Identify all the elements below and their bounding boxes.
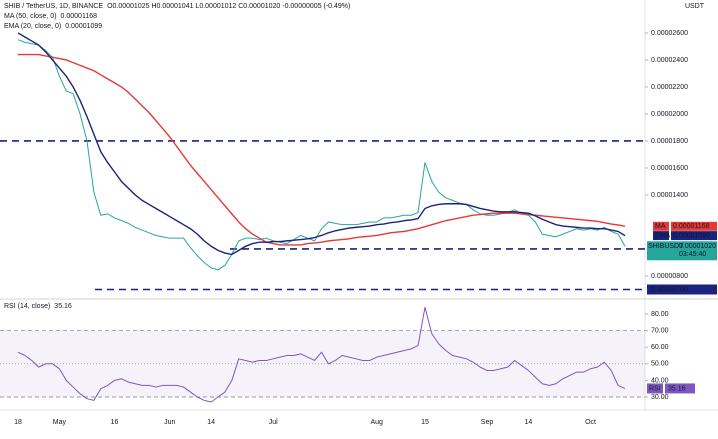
series-line [17, 306, 626, 403]
y-tick-label: 0.00002400 [651, 57, 688, 64]
tag-label: MA [655, 223, 666, 230]
x-tick-label: 14 [207, 419, 215, 426]
y-tick-label: 50.00 [651, 361, 669, 368]
rsi-value: 35.16 [54, 303, 72, 310]
value-label: 0.00001099 [673, 232, 710, 239]
legend-name: MA (50, close, 0) [4, 13, 57, 20]
y-tick-label: 0.00000800 [651, 273, 688, 280]
tag-label: RSI [649, 385, 661, 392]
y-tick-label: 0.00001600 [651, 165, 688, 172]
legend-name: EMA (20, close, 0) [4, 23, 61, 30]
value-label: 35.16 [668, 385, 686, 392]
x-tick-label: 14 [525, 419, 533, 426]
level-label-box [647, 284, 717, 295]
x-tick-label: Aug [370, 419, 383, 426]
y-tick-label: 0.00002200 [651, 84, 688, 91]
y-tick-label: 0.00002600 [651, 30, 688, 37]
value-box [671, 231, 717, 241]
tag-box [647, 383, 663, 394]
x-tick-label: 16 [111, 419, 119, 426]
tag-label: EMA [655, 232, 671, 239]
y-tick-label: 0.00001400 [651, 192, 688, 199]
ohlc-readout: O0.00001025 H0.00001041 L0.00001012 C0.0… [107, 3, 350, 10]
series-line [17, 32, 626, 256]
x-tick-label: Sep [481, 419, 494, 426]
x-tick-label: Oct [585, 419, 596, 426]
x-tick-label: 18 [14, 419, 22, 426]
y-tick-label: 70.00 [651, 327, 669, 334]
chart-title: RSI (14, close) [4, 303, 50, 310]
x-tick-label: Jun [164, 419, 175, 426]
value-box [671, 221, 717, 231]
tag-box [653, 231, 669, 241]
price-box [647, 241, 717, 261]
y-tick-label: 60.00 [651, 344, 669, 351]
x-tick-label: May [53, 419, 67, 426]
countdown-label: 03:45:40 [679, 251, 706, 258]
currency-label: USDT [685, 3, 705, 10]
x-tick-label: Jul [269, 419, 278, 426]
chart-title: SHIB / TetherUS, 1D, BINANCE [4, 3, 103, 10]
level-label: 0.00000700 [651, 286, 688, 293]
y-tick-label: 0.00001800 [651, 138, 688, 145]
value-box [665, 383, 695, 394]
price-label: 0.00001020 [679, 243, 716, 250]
y-tick-label: 40.00 [651, 377, 669, 384]
y-tick-label: 0.00002000 [651, 111, 688, 118]
x-tick-label: 15 [421, 419, 429, 426]
legend-value: 0.00001168 [61, 13, 98, 20]
y-tick-label: 30.00 [651, 394, 669, 401]
tag-box [653, 221, 669, 231]
series-line [18, 53, 626, 246]
symbol-label: SHIBUSDT [648, 243, 684, 250]
y-tick-label: 80.00 [651, 311, 669, 318]
legend-value: 0.00001099 [65, 23, 102, 30]
value-label: 0.00001168 [673, 223, 710, 230]
